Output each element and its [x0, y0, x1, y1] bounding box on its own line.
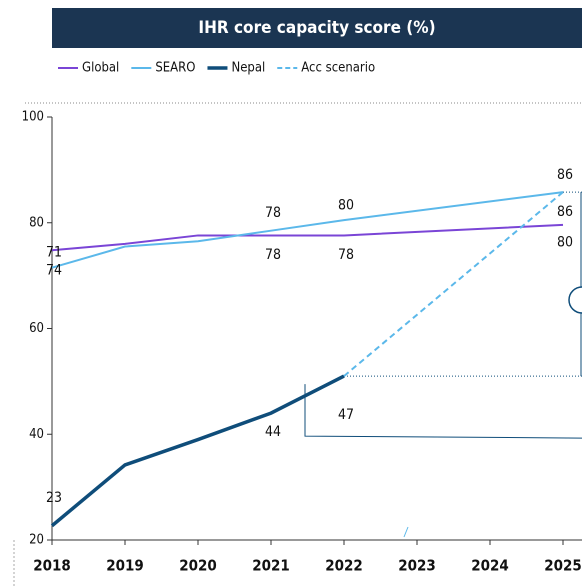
y-tick-label: 20	[29, 533, 44, 548]
x-tick-label: 2018	[33, 557, 71, 575]
x-tick-label: 2022	[325, 557, 363, 575]
annotation: 78	[338, 247, 354, 263]
x-tick-label: 2019	[106, 557, 144, 575]
legend-label: SEARO	[155, 61, 195, 76]
x-tick-label: 2023	[398, 557, 436, 575]
legend-label: Acc scenario	[301, 61, 375, 76]
x-tick-label: 2021	[252, 557, 290, 575]
series-line	[50, 374, 345, 528]
series-line	[51, 191, 564, 269]
y-tick-label: 40	[29, 427, 44, 442]
annotation: 80	[557, 234, 573, 250]
x-tick-label: 2025	[544, 557, 582, 575]
x-tick-label: 2020	[179, 557, 217, 575]
chart-title: IHR core capacity score (%)	[198, 18, 435, 38]
annotation: 78	[265, 205, 281, 221]
legend: Global SEARO Nepal Acc scenario	[58, 61, 375, 76]
annotation: 71	[46, 244, 62, 260]
y-tick-label: 80	[29, 215, 44, 230]
bracket	[304, 384, 582, 439]
legend-label: Nepal	[231, 61, 265, 76]
legend-label: Global	[82, 61, 119, 76]
annotation: 80	[338, 197, 354, 213]
title-bar	[52, 8, 582, 48]
series-line	[343, 191, 564, 377]
annotation: 86	[557, 204, 573, 220]
annotation: 23	[46, 490, 62, 506]
y-tick-label: 100	[22, 110, 44, 125]
annotation: 86	[557, 167, 573, 183]
annotation: 44	[265, 424, 281, 440]
guide	[403, 526, 409, 538]
y-tick-label: 60	[29, 321, 44, 336]
x-tick-label: 2024	[471, 557, 509, 575]
annotation: 78	[265, 247, 281, 263]
badge	[568, 286, 582, 314]
annotation: 74	[46, 262, 62, 278]
annotation: 47	[338, 407, 354, 423]
